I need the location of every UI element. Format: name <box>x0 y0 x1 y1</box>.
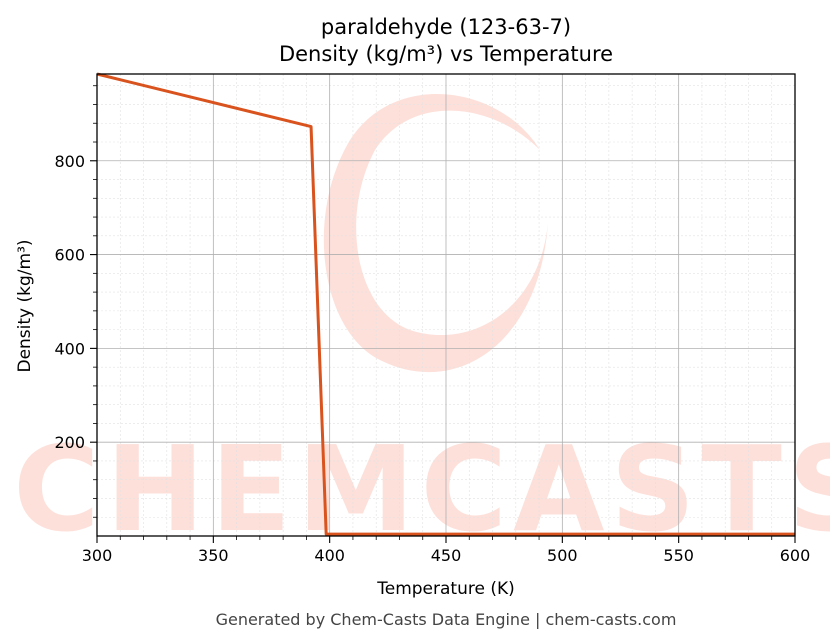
y-tick-label: 200 <box>54 433 85 452</box>
chart-title: paraldehyde (123-63-7) <box>321 15 571 39</box>
x-tick-label: 350 <box>198 546 229 565</box>
watermark-logo: CHEMCASTS <box>13 93 830 558</box>
watermark-text: CHEMCASTS <box>13 420 830 558</box>
y-tick-label: 800 <box>54 152 85 171</box>
y-tick-label: 600 <box>54 246 85 265</box>
series-layer <box>96 72 795 536</box>
x-tick-label: 600 <box>780 546 811 565</box>
series-line-1 <box>96 72 795 536</box>
y-tick-labels: 200 400 600 800 <box>54 152 85 452</box>
x-tick-label: 450 <box>431 546 462 565</box>
chart-subtitle: Density (kg/m³) vs Temperature <box>279 42 613 66</box>
x-tick-label: 550 <box>663 546 694 565</box>
x-tick-label: 300 <box>82 546 113 565</box>
x-tick-labels: 300 350 400 450 500 550 600 <box>82 546 811 565</box>
footer-credit: Generated by Chem-Casts Data Engine | ch… <box>216 610 677 629</box>
x-tick-label: 400 <box>314 546 345 565</box>
watermark-swirl-icon <box>323 93 548 373</box>
x-axis-title: Temperature (K) <box>376 579 515 599</box>
x-tick-label: 500 <box>547 546 578 565</box>
y-axis-title: Density (kg/m³) <box>15 239 35 372</box>
axis-ticks <box>90 85 796 543</box>
y-tick-label: 400 <box>54 339 85 358</box>
major-gridlines <box>96 74 796 536</box>
